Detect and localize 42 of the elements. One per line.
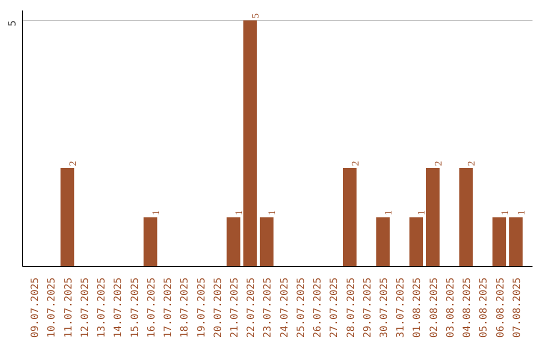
x-tick-label: 02.08.2025 [428,277,440,338]
data-label: 1 [150,210,162,216]
x-tick-label: 10.07.2025 [46,277,58,338]
data-label: 1 [267,210,278,216]
x-tick-label: 22.07.2025 [246,277,258,338]
data-label: 2 [433,161,444,166]
x-tick-label: 21.07.2025 [229,277,240,338]
x-tick-label: 07.08.2025 [512,277,523,338]
x-tick-label: 14.07.2025 [113,277,124,338]
x-tick-label: 23.07.2025 [262,277,274,338]
x-tick-label: 01.08.2025 [412,277,424,338]
x-tick-label: 31.07.2025 [396,277,407,338]
x-tick-label: 05.08.2025 [478,277,490,338]
data-label: 1 [416,210,428,216]
x-tick-label: 03.08.2025 [445,277,456,338]
data-label: 1 [516,210,528,216]
x-tick-label: 29.07.2025 [362,277,374,338]
data-label: 5 [250,13,262,18]
x-tick-label: 06.08.2025 [495,277,506,338]
x-tick-label: 26.07.2025 [312,277,324,338]
data-label: 2 [68,161,79,166]
x-tick-label: 15.07.2025 [130,277,141,338]
data-label: 2 [466,161,478,166]
x-tick-label: 17.07.2025 [163,277,174,338]
data-label: 2 [350,161,362,166]
x-tick-label: 25.07.2025 [296,277,307,338]
x-tick-label: 18.07.2025 [180,277,191,338]
x-tick-label: 09.07.2025 [30,277,42,338]
data-label: 1 [383,210,394,216]
x-tick-label: 12.07.2025 [80,277,91,338]
x-tick-label: 27.07.2025 [329,277,340,338]
x-tick-label: 11.07.2025 [63,277,74,338]
x-tick-label: 24.07.2025 [279,277,290,338]
data-label: 1 [500,210,511,216]
x-tick-label: 28.07.2025 [346,277,357,338]
x-tick-label: 19.07.2025 [196,277,208,338]
x-tick-label: 13.07.2025 [96,277,108,338]
x-tick-label: 04.08.2025 [462,277,474,338]
x-tick-label: 30.07.2025 [378,277,390,338]
x-tick-label: 16.07.2025 [146,277,158,338]
data-label: 1 [234,210,245,216]
x-tick-label: 20.07.2025 [212,277,224,338]
